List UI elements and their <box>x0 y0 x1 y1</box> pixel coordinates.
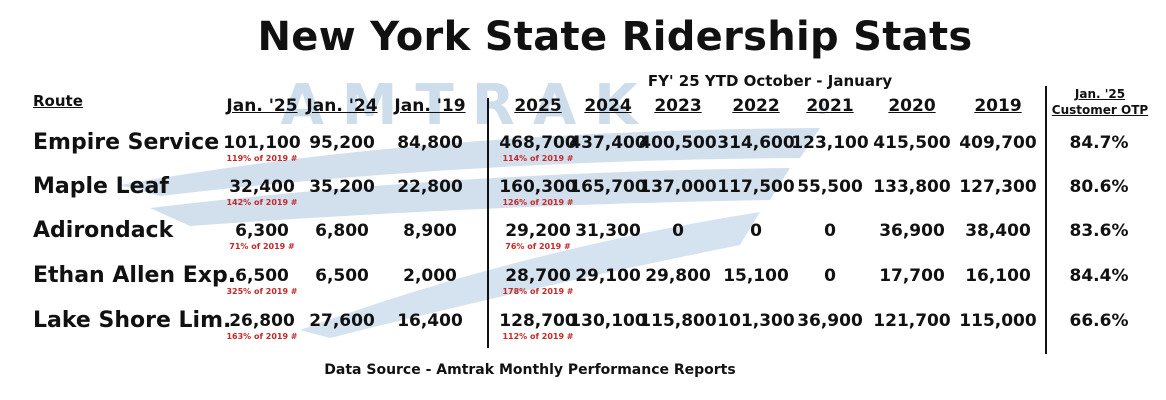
table-cell: 127,300 <box>959 177 1037 197</box>
column-header-6: 2022 <box>732 96 780 116</box>
table-cell: 55,500 <box>797 177 863 197</box>
table-cell: 0 <box>672 221 684 241</box>
data-source-note: Data Source - Amtrak Monthly Performance… <box>324 362 736 378</box>
table-cell: 95,200 <box>309 133 375 153</box>
column-header-9: 2019 <box>974 96 1022 116</box>
watermark-swoosh-middle <box>150 168 790 226</box>
table-cell: 29,800 <box>645 266 711 286</box>
table-cell: 38,400 <box>965 221 1031 241</box>
route-header: Route <box>33 92 83 110</box>
table-cell: 84.4% <box>1069 266 1129 286</box>
fy-percent-of-2019-note: 178% of 2019 # <box>502 287 574 296</box>
table-cell: 121,700 <box>873 311 951 331</box>
jan-percent-of-2019-note: 142% of 2019 # <box>226 198 298 207</box>
table-cell: 84.7% <box>1069 133 1129 153</box>
table-cell: 83.6% <box>1069 221 1129 241</box>
column-header-2: Jan. '19 <box>394 96 466 116</box>
table-cell: 400,500 <box>639 133 717 153</box>
table-cell: 133,800 <box>873 177 951 197</box>
watermark-registered-mark: ® <box>812 95 832 119</box>
table-cell: 66.6% <box>1069 311 1129 331</box>
table-cell: 6,500 <box>235 266 289 286</box>
route-name: Ethan Allen Exp. <box>33 263 237 288</box>
table-cell: 29,200 <box>505 221 571 241</box>
column-header-7: 2021 <box>806 96 854 116</box>
table-cell: 17,700 <box>879 266 945 286</box>
route-name: Adirondack <box>33 218 174 243</box>
table-cell: 28,700 <box>505 266 571 286</box>
table-cell: 0 <box>750 221 762 241</box>
table-cell: 437,400 <box>569 133 647 153</box>
jan-percent-of-2019-note: 325% of 2019 # <box>226 287 298 296</box>
watermark-swoosh-bottom <box>300 212 760 338</box>
table-cell: 115,800 <box>639 311 717 331</box>
column-header-5: 2023 <box>654 96 702 116</box>
watermark-logo-text: AMTRAK <box>280 73 655 138</box>
table-cell: 31,300 <box>575 221 641 241</box>
table-cell: 128,700 <box>499 311 577 331</box>
table-cell: 6,300 <box>235 221 289 241</box>
table-cell: 468,700 <box>499 133 577 153</box>
table-cell: 27,600 <box>309 311 375 331</box>
column-header-0: Jan. '25 <box>226 96 298 116</box>
table-cell: 409,700 <box>959 133 1037 153</box>
fy-percent-of-2019-note: 114% of 2019 # <box>502 154 574 163</box>
otp-header: Jan. '25 Customer OTP <box>1048 86 1152 118</box>
table-cell: 314,600 <box>717 133 795 153</box>
table-cell: 123,100 <box>791 133 869 153</box>
column-header-3: 2025 <box>514 96 562 116</box>
table-cell: 36,900 <box>879 221 945 241</box>
table-cell: 130,100 <box>569 311 647 331</box>
jan-percent-of-2019-note: 163% of 2019 # <box>226 332 298 341</box>
table-cell: 101,300 <box>717 311 795 331</box>
route-name: Lake Shore Lim. <box>33 308 232 333</box>
table-cell: 84,800 <box>397 133 463 153</box>
jan-percent-of-2019-note: 119% of 2019 # <box>226 154 298 163</box>
table-cell: 101,100 <box>223 133 301 153</box>
table-cell: 0 <box>824 266 836 286</box>
table-cell: 415,500 <box>873 133 951 153</box>
jan-percent-of-2019-note: 71% of 2019 # <box>229 242 295 251</box>
otp-header-line1: Jan. '25 <box>1074 87 1126 101</box>
table-cell: 80.6% <box>1069 177 1129 197</box>
table-cell: 16,400 <box>397 311 463 331</box>
fy-percent-of-2019-note: 112% of 2019 # <box>502 332 574 341</box>
watermark-swoosh-top <box>120 128 820 196</box>
page-title: New York State Ridership Stats <box>257 14 973 60</box>
table-cell: 137,000 <box>639 177 717 197</box>
table-cell: 29,100 <box>575 266 641 286</box>
table-cell: 165,700 <box>569 177 647 197</box>
column-header-1: Jan. '24 <box>306 96 378 116</box>
table-cell: 160,300 <box>499 177 577 197</box>
table-cell: 36,900 <box>797 311 863 331</box>
table-cell: 117,500 <box>717 177 795 197</box>
fy-percent-of-2019-note: 76% of 2019 # <box>505 242 571 251</box>
divider-fy-otp <box>1045 86 1047 354</box>
table-cell: 6,500 <box>315 266 369 286</box>
table-cell: 2,000 <box>403 266 457 286</box>
table-cell: 8,900 <box>403 221 457 241</box>
table-cell: 16,100 <box>965 266 1031 286</box>
table-cell: 22,800 <box>397 177 463 197</box>
fiscal-year-subtitle: FY' 25 YTD October - January <box>647 72 893 90</box>
table-cell: 115,000 <box>959 311 1037 331</box>
otp-header-line2: Customer OTP <box>1051 103 1149 117</box>
table-cell: 0 <box>824 221 836 241</box>
table-cell: 6,800 <box>315 221 369 241</box>
table-cell: 26,800 <box>229 311 295 331</box>
table-cell: 15,100 <box>723 266 789 286</box>
route-name: Empire Service <box>33 130 220 155</box>
column-header-8: 2020 <box>888 96 936 116</box>
table-cell: 32,400 <box>229 177 295 197</box>
table-cell: 35,200 <box>309 177 375 197</box>
column-header-4: 2024 <box>584 96 632 116</box>
divider-jan-fy <box>487 98 489 348</box>
route-name: Maple Leaf <box>33 174 169 199</box>
fy-percent-of-2019-note: 126% of 2019 # <box>502 198 574 207</box>
